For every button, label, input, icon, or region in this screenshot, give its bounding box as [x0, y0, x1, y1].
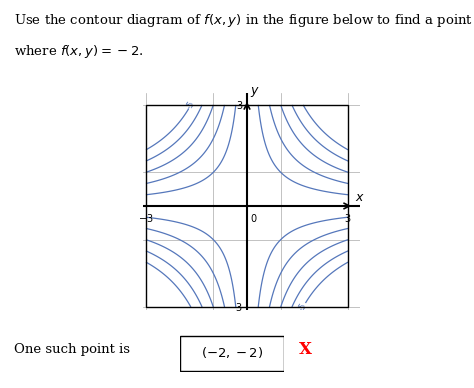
Text: -5: -5 [297, 301, 309, 313]
Text: $-3$: $-3$ [228, 301, 243, 313]
Text: $(-2, -2)$: $(-2, -2)$ [201, 345, 264, 360]
Text: $3$: $3$ [345, 212, 352, 224]
Text: where $f(x, y) = -2$.: where $f(x, y) = -2$. [14, 43, 144, 60]
Text: X: X [299, 341, 311, 358]
Text: -5: -5 [185, 99, 197, 111]
Text: $3$: $3$ [236, 99, 243, 111]
Text: $y$: $y$ [250, 85, 260, 99]
Text: Use the contour diagram of $f(x, y)$ in the figure below to find a point: Use the contour diagram of $f(x, y)$ in … [14, 12, 473, 29]
Text: $0$: $0$ [250, 212, 257, 224]
Text: $x$: $x$ [356, 191, 365, 204]
Text: One such point is: One such point is [14, 343, 130, 356]
Text: $-3$: $-3$ [138, 212, 154, 224]
